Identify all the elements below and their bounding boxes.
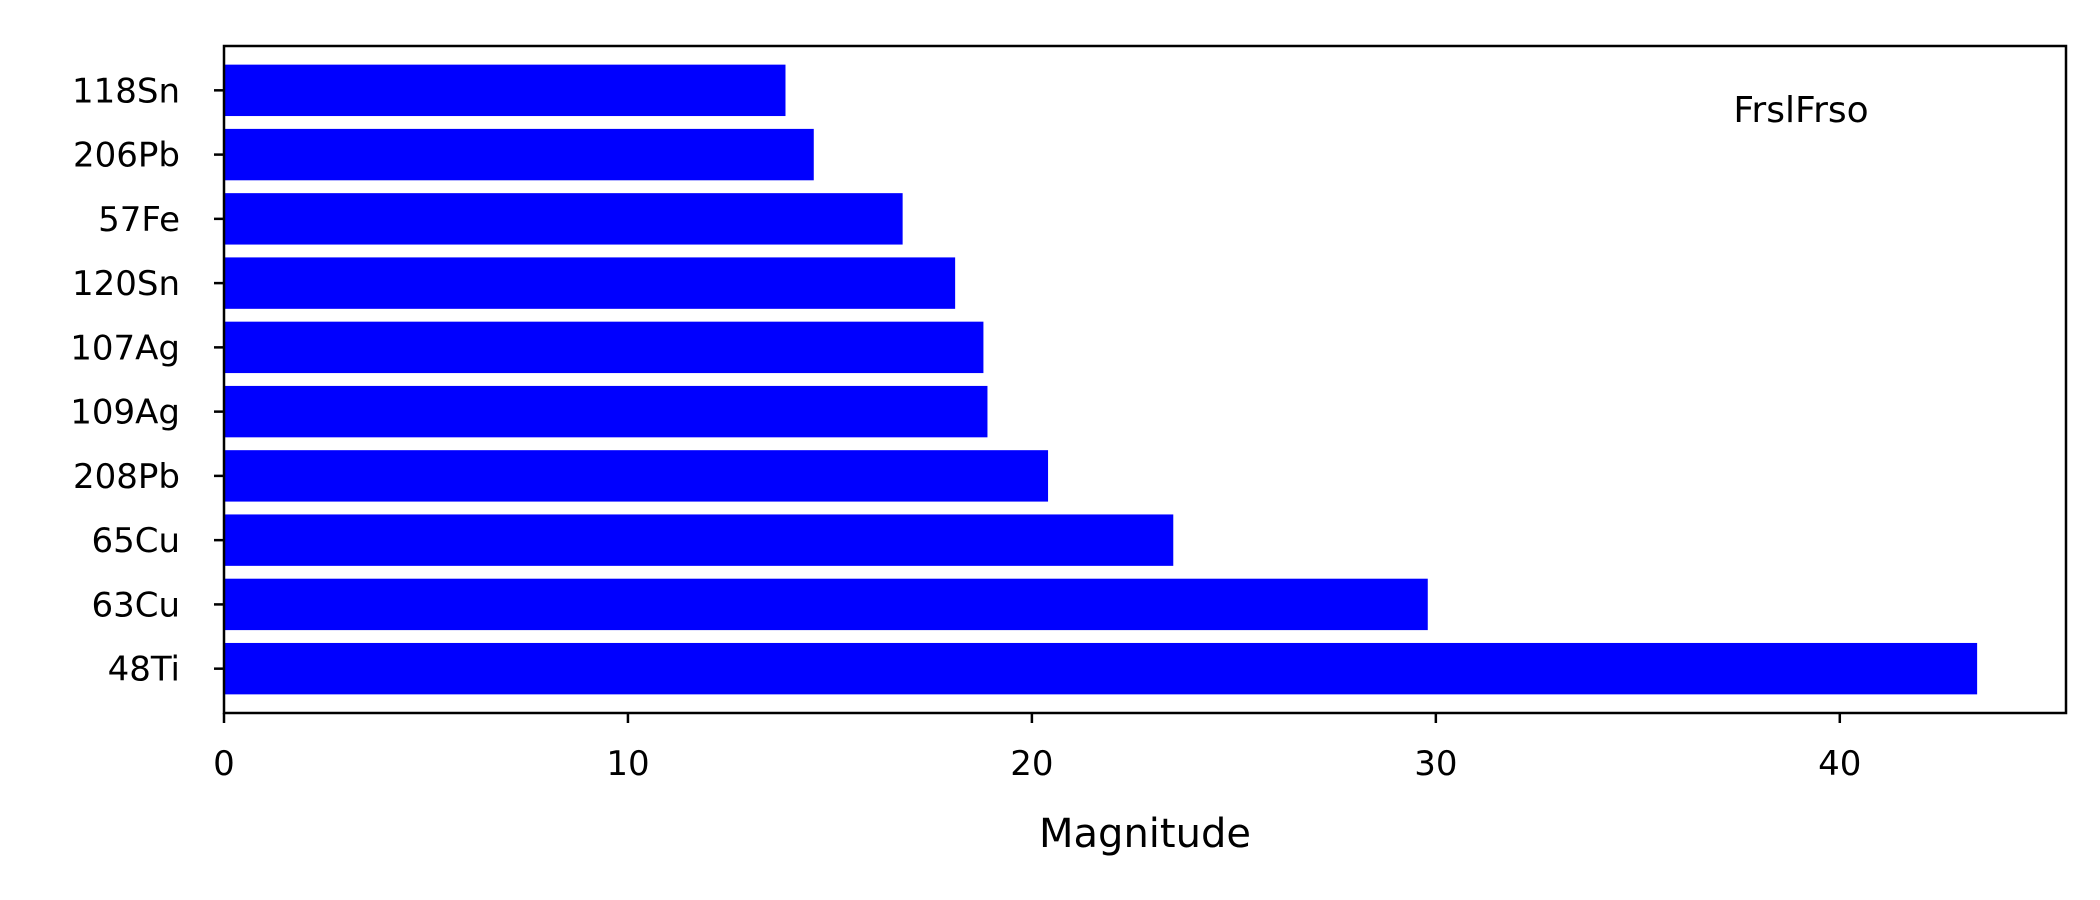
y-tick-label: 63Cu [91,585,180,625]
x-tick-label: 0 [213,744,235,784]
y-tick-label: 208Pb [73,457,180,497]
bar-208Pb [224,450,1049,502]
bar-63Cu [224,578,1428,631]
bars-group [224,64,1978,695]
y-axis-ticks: 118Sn 206Pb 57Fe 120Sn 107Ag 109Ag 208Pb 65Cu 63… [70,71,224,690]
bar-206Pb [224,128,814,181]
bar-118Sn [224,64,786,117]
x-tick-label: 40 [1818,744,1861,784]
y-tick-label: 48Ti [108,650,180,690]
x-tick-label: 30 [1414,744,1457,784]
bar-109Ag [224,385,988,438]
x-tick-label: 10 [606,744,649,784]
plot-frame [222,44,2068,715]
bar-120Sn [224,257,956,309]
bar-65Cu [224,514,1174,566]
chart-annotation: FrslFrso [1733,90,1868,131]
y-tick-label: 109Ag [70,393,180,433]
x-axis-ticks: 0 10 20 30 40 [213,713,1861,784]
bar-48Ti [224,642,1978,695]
y-tick-label: 65Cu [91,521,180,561]
y-tick-label: 118Sn [72,71,180,111]
y-tick-label: 107Ag [70,328,180,368]
y-tick-label: 57Fe [98,200,180,240]
y-tick-label: 206Pb [73,136,180,176]
bar-107Ag [224,321,984,374]
x-tick-label: 20 [1010,744,1053,784]
bar-57Fe [224,193,903,245]
y-tick-label: 120Sn [72,264,180,304]
x-axis-label: Magnitude [1039,811,1251,857]
